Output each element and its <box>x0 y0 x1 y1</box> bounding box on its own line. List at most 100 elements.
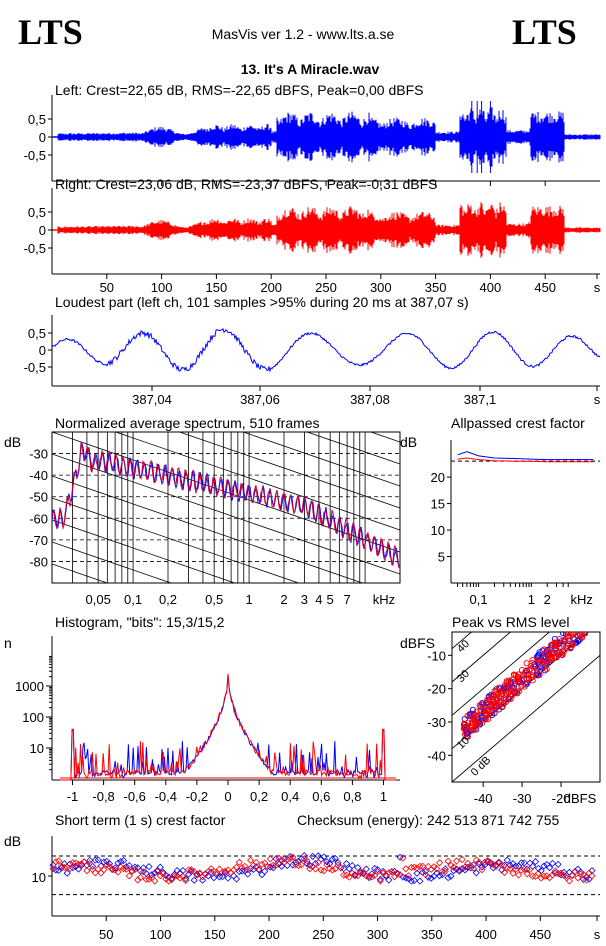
peak-rms-y-tick-label: -40 <box>427 748 446 763</box>
right-wave-x-tick-label: 400 <box>480 280 502 295</box>
spectrum-x-tick-label: 2 <box>280 592 287 607</box>
histogram-y-tick-label: 100 <box>22 710 44 725</box>
short-crest-right-point <box>238 864 246 872</box>
histogram-x-tick-label: -0,4 <box>155 789 177 804</box>
short-crest-right-point <box>244 866 252 874</box>
spectrum-x-tick-label: 0,5 <box>205 592 223 607</box>
short-crest-right-point <box>469 864 478 872</box>
peak-rms-right-point <box>498 690 505 697</box>
spectrum-slope-line <box>178 432 400 509</box>
short-crest-right-point <box>105 863 114 871</box>
short-crest-x-tick-label: 100 <box>150 927 172 942</box>
peak-rms-right-point <box>529 656 536 663</box>
short-crest-right-point <box>314 858 322 867</box>
spectrum-y-tick-label: -30 <box>29 447 48 462</box>
short-crest-left-point <box>503 856 511 864</box>
short-crest-left-point <box>537 867 545 875</box>
peak-rms-right-point <box>500 700 507 708</box>
short-crest-left-point <box>554 860 562 868</box>
short-crest-left-point <box>182 875 190 883</box>
short-crest-right-point <box>390 873 399 881</box>
short-crest-right-point <box>577 870 585 878</box>
short-crest-right-point <box>86 859 94 867</box>
peak-rms-right-point <box>544 653 552 660</box>
spectrum-y-tick-label: -60 <box>29 511 48 526</box>
short-crest-left-point <box>136 867 145 875</box>
histogram-x-tick-label: -0,8 <box>92 789 114 804</box>
spectrum-slope-line <box>52 497 300 583</box>
peak-rms-right-point <box>505 677 513 684</box>
short-crest-right-point <box>170 872 178 880</box>
peak-rms-right-point <box>492 688 499 696</box>
logo-right: LTS <box>512 12 577 52</box>
short-crest-right-point <box>286 854 294 863</box>
histogram-x-tick-label: 0,4 <box>281 789 299 804</box>
histogram-x-tick-label: 0,8 <box>343 789 361 804</box>
spectrum-slope-line <box>52 453 400 575</box>
loudest-y-tick-label: 0,5 <box>28 326 46 341</box>
short-crest-left-point <box>148 871 156 879</box>
short-crest-right-point <box>283 856 291 864</box>
short-crest-left-point <box>517 859 525 867</box>
short-crest-right-point <box>221 867 229 875</box>
short-crest-left-point <box>351 871 359 879</box>
spectrum-slope-line <box>242 432 400 487</box>
short-crest-right-point <box>515 871 523 879</box>
histogram-ylabel: n <box>4 635 12 651</box>
short-crest-left-point <box>526 859 534 867</box>
short-crest-right-point <box>579 871 588 879</box>
short-crest-right-point <box>91 869 99 877</box>
short-crest-right-point <box>534 869 542 877</box>
short-crest-right-point <box>97 869 105 877</box>
short-crest-right-point <box>210 867 218 875</box>
short-crest-right-point <box>187 866 195 874</box>
allpassed-ylabel: dB <box>400 434 417 450</box>
short-crest-left-point <box>385 876 393 884</box>
histogram-x-tick-label: -1 <box>67 789 79 804</box>
peak-rms-right-point <box>545 648 552 656</box>
short-crest-left-point <box>413 869 421 877</box>
short-crest-left-point <box>373 866 382 874</box>
short-crest-right-point <box>252 858 260 866</box>
right-wave-x-tick-label: 50 <box>100 280 114 295</box>
short-crest-right-point <box>294 861 303 870</box>
peak-rms-right-point <box>561 637 569 644</box>
peak-rms-right-point <box>496 706 503 713</box>
left-wave-y-tick-label: -0,5 <box>24 148 46 163</box>
short-crest-right-point <box>176 874 184 882</box>
short-crest-x-tick-label: 400 <box>475 927 497 942</box>
short-crest-x-tick-label: 350 <box>421 927 443 942</box>
short-crest-right-point <box>393 869 401 877</box>
peak-rms-left-point <box>480 701 487 708</box>
short-crest-left-point <box>114 859 122 867</box>
short-crest-right-point <box>159 870 167 878</box>
peak-rms-right-point <box>506 689 513 696</box>
short-crest-right-point <box>396 871 404 879</box>
peak-rms-x-tick-label: -30 <box>513 791 532 806</box>
short-crest-right-point <box>145 875 153 883</box>
short-crest-right-point <box>136 873 145 882</box>
short-crest-right-point <box>275 854 283 862</box>
short-crest-right-point <box>77 860 85 868</box>
right-wave-x-tick-label: s <box>594 280 601 295</box>
right-wave-x-tick-label: 100 <box>151 280 173 295</box>
short-crest-x-tick-label: 300 <box>367 927 389 942</box>
short-crest-right-point <box>489 860 497 868</box>
short-crest-left-point <box>170 870 178 879</box>
short-crest-right-point <box>184 866 193 874</box>
peak-rms-right-point <box>521 672 528 679</box>
short-crest-right-point <box>266 855 274 863</box>
short-crest-left-point <box>91 856 99 864</box>
short-crest-right-point <box>486 858 494 866</box>
short-crest-right-point <box>526 865 534 874</box>
short-crest-right-point <box>94 865 102 873</box>
loudest-y-tick-label: 0 <box>39 343 46 358</box>
allpassed-x-tick-label: 0,1 <box>470 592 488 607</box>
short-crest-left-point <box>122 863 130 871</box>
short-crest-left-point <box>247 864 255 873</box>
histogram-y-tick-label: 10 <box>30 741 44 756</box>
histogram-x-tick-label: -0,2 <box>186 789 208 804</box>
short-crest-right-point <box>342 871 351 879</box>
peak-rms-right-point <box>552 654 559 661</box>
short-crest-right-point <box>258 860 266 868</box>
